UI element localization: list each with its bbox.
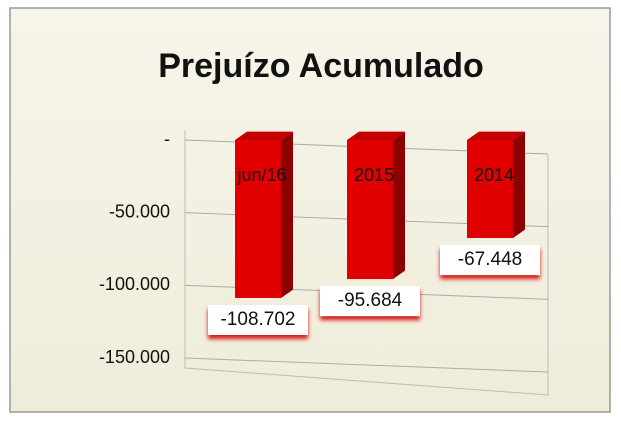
bar	[347, 140, 393, 280]
bar-side	[281, 131, 293, 298]
value-label-box	[440, 245, 540, 276]
y-tick-label: -	[164, 129, 170, 149]
bar	[467, 140, 513, 239]
plot-area	[184, 130, 549, 396]
value-label: -108.702	[220, 309, 295, 330]
plot-wall	[184, 130, 549, 396]
y-tick-label: -150.000	[99, 347, 170, 367]
bar-side	[393, 131, 405, 280]
x-tick-label: 2014	[474, 165, 514, 185]
bar-top	[347, 131, 405, 140]
bar-side	[513, 131, 525, 239]
bar	[235, 140, 281, 298]
chart-title: Prejuízo Acumulado	[158, 47, 484, 85]
y-tick-label: -100.000	[99, 274, 170, 294]
value-label: -67.448	[458, 249, 522, 270]
grid-line	[184, 357, 549, 373]
value-label-box	[320, 286, 420, 317]
x-tick-label: jun/16	[236, 165, 286, 185]
value-label: -95.684	[338, 290, 403, 311]
bar-top	[235, 131, 293, 140]
value-label-box	[208, 304, 308, 335]
bar-top	[467, 131, 525, 140]
x-tick-label: 2015	[354, 165, 394, 185]
y-tick-label: -50.000	[109, 201, 170, 221]
